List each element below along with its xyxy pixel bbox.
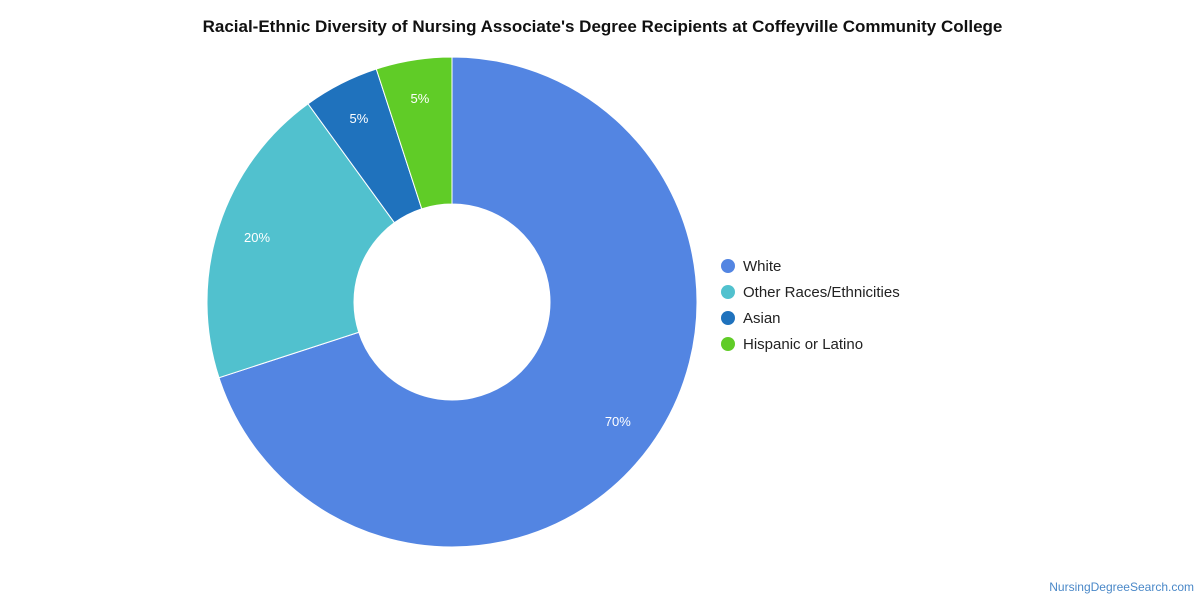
legend-label: Asian <box>743 309 781 327</box>
slice-other-races-ethnicities[interactable] <box>206 103 396 379</box>
data-label-other-races-ethnicities: 20% <box>244 230 270 245</box>
legend-item-hispanic-or-latino[interactable]: Hispanic or Latino <box>721 331 900 357</box>
legend-swatch-icon <box>721 337 735 351</box>
legend-label: Hispanic or Latino <box>743 335 864 353</box>
data-label-asian: 5% <box>350 111 369 126</box>
legend-label: Other Races/Ethnicities <box>743 283 900 301</box>
data-label-hispanic-or-latino: 5% <box>411 91 430 106</box>
legend-swatch-icon <box>721 259 735 273</box>
legend-swatch-icon <box>721 285 735 299</box>
site-watermark[interactable]: NursingDegreeSearch.com <box>1049 580 1194 594</box>
legend-swatch-icon <box>721 311 735 325</box>
legend-label: White <box>743 257 782 275</box>
slice-hispanic-or-latino[interactable] <box>375 56 453 210</box>
chart-legend: White Other Races/Ethnicities Asian Hispani… <box>721 253 900 357</box>
legend-item-asian[interactable]: Asian <box>721 305 900 331</box>
slice-white[interactable] <box>218 56 698 548</box>
chart-title: Racial-Ethnic Diversity of Nursing Assoc… <box>202 17 1003 36</box>
legend-item-white[interactable]: White <box>721 253 900 279</box>
legend-item-other-races-ethnicities[interactable]: Other Races/Ethnicities <box>721 279 900 305</box>
data-label-white: 70% <box>605 414 631 429</box>
